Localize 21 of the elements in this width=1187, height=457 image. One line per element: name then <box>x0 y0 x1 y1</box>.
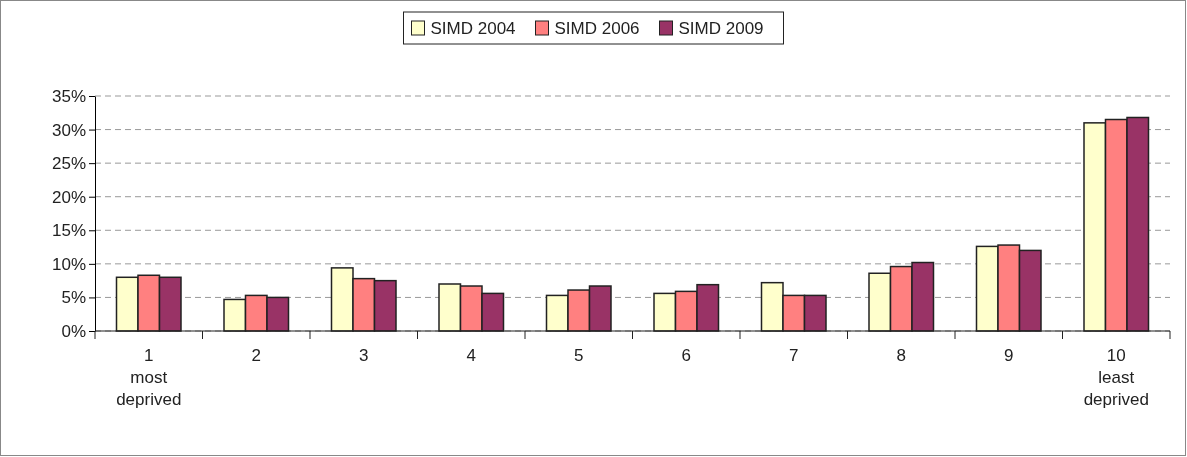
x-tick-label: 7 <box>789 346 799 365</box>
x-tick-label: 10 least deprived <box>1083 346 1149 409</box>
y-tick-label: 5% <box>61 288 86 308</box>
x-tick-label: 3 <box>359 346 369 365</box>
x-tick-label: 1 most deprived <box>116 346 182 409</box>
x-tick-label: 6 <box>681 346 691 365</box>
y-tick-label: 35% <box>51 86 86 106</box>
x-tick-label: 2 <box>251 346 261 365</box>
x-tick-label: 9 <box>1004 346 1014 365</box>
y-tick-label: 15% <box>51 221 86 241</box>
y-tick-label: 25% <box>51 154 86 174</box>
legend-label: SIMD 2004 <box>430 19 516 38</box>
x-tick-label: 4 <box>466 346 476 365</box>
y-tick-label: 20% <box>51 187 86 207</box>
legend-label: SIMD 2006 <box>554 19 640 38</box>
legend-label: SIMD 2009 <box>678 19 764 38</box>
x-tick-label: 8 <box>896 346 906 365</box>
y-tick-label: 0% <box>61 321 86 341</box>
x-tick-label: 5 <box>574 346 584 365</box>
y-tick-label: 30% <box>51 120 86 140</box>
y-tick-label: 10% <box>51 254 86 274</box>
